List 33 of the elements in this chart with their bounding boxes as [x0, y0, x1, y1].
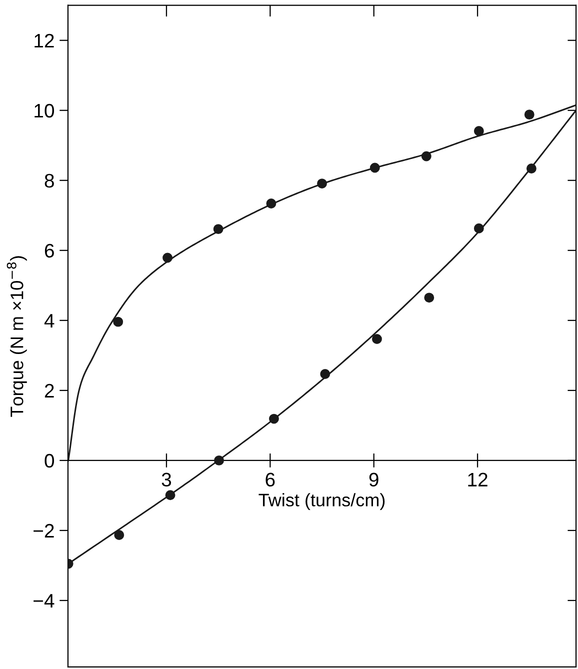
- y-tick-label: 0: [44, 454, 54, 468]
- x-tick-label: 6: [266, 472, 275, 487]
- point: [474, 223, 484, 234]
- y-tick-label: 2: [44, 384, 54, 398]
- point: [214, 455, 224, 466]
- point: [165, 490, 176, 500]
- y-tick-label: 12: [34, 34, 54, 48]
- point: [266, 198, 276, 208]
- point: [421, 151, 432, 162]
- point: [372, 334, 382, 344]
- y-tick-label: −2: [34, 524, 54, 538]
- point: [526, 164, 536, 174]
- x-tick-label: 12: [468, 472, 488, 486]
- point: [370, 162, 380, 173]
- point: [317, 178, 327, 189]
- y-tick-label: 8: [44, 174, 54, 188]
- point: [162, 252, 172, 263]
- y-axis-title: Torque (N m ×10$^{−8}$): [6, 256, 27, 417]
- point: [320, 369, 330, 379]
- y-tick-label: 10: [34, 104, 54, 118]
- point: [113, 316, 124, 327]
- point: [474, 126, 484, 136]
- y-tick-label: −4: [34, 594, 54, 608]
- y-tick-label: 6: [44, 244, 54, 258]
- point: [114, 530, 124, 540]
- point: [213, 224, 224, 234]
- x-tick-label: 3: [162, 472, 172, 487]
- point: [424, 292, 434, 303]
- x-tick-label: 9: [369, 472, 378, 487]
- point: [268, 414, 279, 424]
- y-tick-label: 4: [44, 314, 54, 328]
- x-axis-title: Twist (turns/cm): [258, 493, 385, 510]
- point: [524, 110, 534, 120]
